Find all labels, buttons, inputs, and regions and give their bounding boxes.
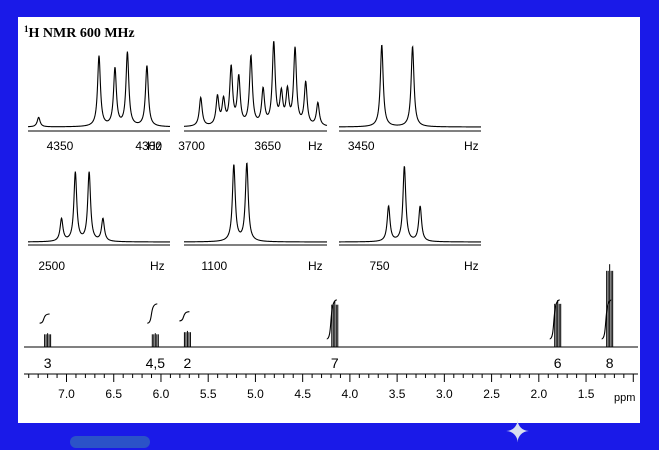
inset-3450-trace (338, 44, 481, 128)
inset-750-unit-label: Hz (464, 259, 479, 273)
main-tick-label: 3.5 (389, 387, 406, 401)
peak-label: 7 (331, 355, 339, 371)
inset-1100-tick-label: 1100 (201, 259, 227, 273)
inset-4350-trace (27, 51, 171, 128)
peak-4-5: 4,5 (146, 303, 166, 371)
inset-750-tick-label: 750 (370, 259, 390, 273)
title-text: H NMR 600 MHz (29, 26, 135, 41)
inset-2500: 2500 Hz (27, 171, 170, 273)
inset-3700: 3700 3650 Hz (178, 41, 328, 153)
peak-6: 6 (549, 299, 562, 371)
inset-4350-tick-label: 4350 (47, 139, 74, 153)
inset-1100: 1100 Hz (184, 162, 327, 273)
peak-label: 2 (184, 355, 192, 371)
peak-label: 8 (606, 355, 614, 371)
main-spectrum: 3 4,5 2 7 6 8 7.0 6.5 6.0 5.5 5.0 4.5 4.0 3.5 3.0 2.5 2.… (24, 264, 638, 404)
title-superscript: 1 (24, 24, 29, 34)
main-tick-label: 5.0 (247, 387, 264, 401)
peak-3: 3 (39, 313, 52, 371)
peak-label: 3 (44, 355, 52, 371)
main-tick-label: 4.5 (294, 387, 311, 401)
peak-label: 6 (554, 355, 562, 371)
peak-8: 8 (601, 264, 614, 371)
inset-3700-tick-label: 3650 (254, 139, 281, 153)
integral-trace (147, 303, 158, 324)
inset-2500-trace (27, 171, 170, 243)
inset-4350-tick-label: 4300 (135, 139, 162, 153)
main-x-label: ppm (614, 392, 635, 404)
peak-label: 4,5 (146, 355, 166, 371)
inset-3450-unit-label: Hz (464, 139, 479, 153)
figure-title: 1H NMR 600 MHz (24, 24, 135, 41)
main-tick-label: 7.0 (58, 387, 75, 401)
inset-750: 750 Hz (339, 166, 481, 273)
main-tick-label: 2.0 (530, 387, 547, 401)
main-tick-label: 5.5 (200, 387, 217, 401)
peak-7: 7 (326, 299, 339, 371)
main-tick-label: 3.0 (436, 387, 453, 401)
inset-3450-tick-label: 3450 (348, 139, 375, 153)
inset-3450: 3450 Hz (338, 44, 481, 153)
main-tick-label: 6.0 (153, 387, 170, 401)
integral-trace (179, 311, 190, 322)
main-tick-label: 6.5 (105, 387, 122, 401)
integral-trace (326, 299, 338, 340)
inset-2500-unit-label: Hz (150, 259, 165, 273)
integral-trace (39, 313, 50, 324)
inset-4350-unit-label: Hz (147, 139, 162, 153)
inset-750-trace (339, 166, 481, 243)
main-tick-label: 2.5 (483, 387, 500, 401)
main-tick-label: 4.0 (342, 387, 359, 401)
main-tick-label: 1.5 (578, 387, 595, 401)
peak-2: 2 (179, 311, 192, 371)
footer-bar (0, 423, 659, 443)
inset-1100-unit-label: Hz (308, 259, 323, 273)
integral-trace (549, 299, 560, 340)
inset-2500-tick-label: 2500 (38, 259, 65, 273)
integral-trace (601, 299, 612, 340)
inset-1100-trace (184, 162, 327, 243)
inset-3700-trace (183, 41, 328, 127)
spectrum-panel (18, 17, 640, 423)
inset-3700-tick-label: 3700 (178, 139, 205, 153)
inset-3700-unit-label: Hz (308, 139, 323, 153)
